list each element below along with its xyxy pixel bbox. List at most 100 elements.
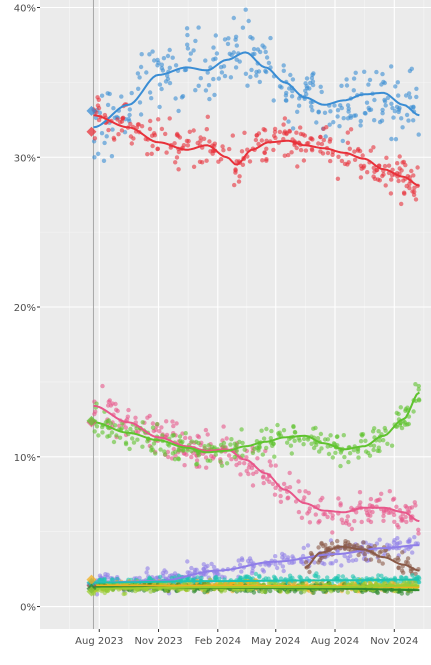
poll-point xyxy=(254,469,259,475)
poll-point xyxy=(130,436,135,441)
poll-point xyxy=(203,88,209,93)
poll-point xyxy=(399,516,405,522)
x-tick-label: Aug 2023 xyxy=(75,636,123,647)
poll-point xyxy=(231,15,236,21)
poll-point xyxy=(410,573,415,578)
poll-point xyxy=(261,480,266,486)
poll-point xyxy=(211,76,216,82)
poll-point xyxy=(350,581,355,587)
poll-point xyxy=(317,449,322,454)
poll-point xyxy=(110,127,115,132)
poll-point xyxy=(322,561,327,567)
poll-point xyxy=(367,503,373,508)
poll-point xyxy=(342,454,347,460)
poll-point xyxy=(381,438,386,443)
poll-point xyxy=(371,447,376,453)
poll-point xyxy=(304,91,309,97)
poll-point xyxy=(133,415,138,420)
poll-point xyxy=(416,132,421,137)
poll-point xyxy=(172,571,178,576)
poll-point xyxy=(233,65,239,70)
poll-point xyxy=(155,422,160,427)
poll-point xyxy=(239,569,244,574)
poll-point xyxy=(301,545,306,551)
poll-point xyxy=(285,496,290,501)
poll-point xyxy=(259,138,264,143)
poll-point xyxy=(346,109,351,114)
poll-point xyxy=(280,551,285,557)
poll-point xyxy=(372,97,377,103)
poll-point xyxy=(233,167,238,172)
poll-point xyxy=(205,563,210,569)
poll-point xyxy=(278,499,284,504)
poll-point xyxy=(180,94,186,99)
poll-point xyxy=(294,130,299,135)
poll-point xyxy=(242,447,247,452)
poll-point xyxy=(194,458,200,463)
poll-point xyxy=(282,153,287,158)
poll-point xyxy=(355,148,361,153)
poll-point xyxy=(204,465,209,470)
poll-point xyxy=(185,448,190,453)
poll-point xyxy=(252,446,257,452)
poll-point xyxy=(289,150,294,155)
poll-point xyxy=(313,425,318,431)
poll-point xyxy=(416,531,421,536)
poll-point xyxy=(351,76,357,81)
y-tick-label: 20% xyxy=(14,303,36,314)
poll-point xyxy=(109,154,115,159)
poll-point xyxy=(287,485,293,490)
poll-point xyxy=(114,433,119,438)
poll-point xyxy=(242,130,247,135)
poll-point xyxy=(391,512,397,518)
poll-point xyxy=(391,115,396,120)
poll-point xyxy=(99,131,105,136)
poll-point xyxy=(363,438,368,443)
poll-point xyxy=(104,134,109,139)
poll-point xyxy=(266,562,272,567)
poll-point xyxy=(228,442,233,447)
poll-point xyxy=(377,119,383,125)
poll-point xyxy=(262,589,268,594)
poll-point xyxy=(211,45,216,50)
poll-point xyxy=(194,462,199,467)
poll-point xyxy=(222,37,228,42)
poll-point xyxy=(99,93,105,98)
poll-point xyxy=(260,475,266,480)
poll-point xyxy=(100,430,105,435)
poll-point xyxy=(281,68,286,74)
poll-point xyxy=(298,147,304,153)
y-tick-label: 10% xyxy=(14,453,36,464)
poll-point xyxy=(345,514,350,519)
poll-point xyxy=(339,158,345,164)
poll-point xyxy=(180,431,185,436)
poll-point xyxy=(288,443,294,448)
poll-point xyxy=(240,25,246,30)
poll-point xyxy=(117,435,123,440)
poll-point xyxy=(310,137,315,142)
poll-point xyxy=(382,97,387,103)
poll-point xyxy=(379,491,384,496)
poll-point xyxy=(335,549,340,554)
poll-point xyxy=(328,109,333,114)
poll-point xyxy=(293,499,299,504)
poll-point xyxy=(159,62,164,67)
poll-point xyxy=(137,75,142,80)
poll-point xyxy=(307,86,312,91)
poll-point xyxy=(376,559,382,564)
poll-point xyxy=(374,589,380,595)
poll-point xyxy=(167,116,172,121)
poll-point xyxy=(185,559,190,564)
poll-point xyxy=(307,520,313,525)
poll-point xyxy=(106,127,111,133)
poll-point xyxy=(392,538,397,543)
poll-point xyxy=(298,125,303,130)
poll-point xyxy=(167,47,172,53)
poll-point xyxy=(398,405,403,410)
poll-point xyxy=(320,151,326,156)
poll-point xyxy=(119,128,125,133)
poll-point xyxy=(229,437,234,442)
poll-point xyxy=(159,126,165,132)
poll-point xyxy=(111,135,117,141)
poll-point xyxy=(158,447,163,452)
